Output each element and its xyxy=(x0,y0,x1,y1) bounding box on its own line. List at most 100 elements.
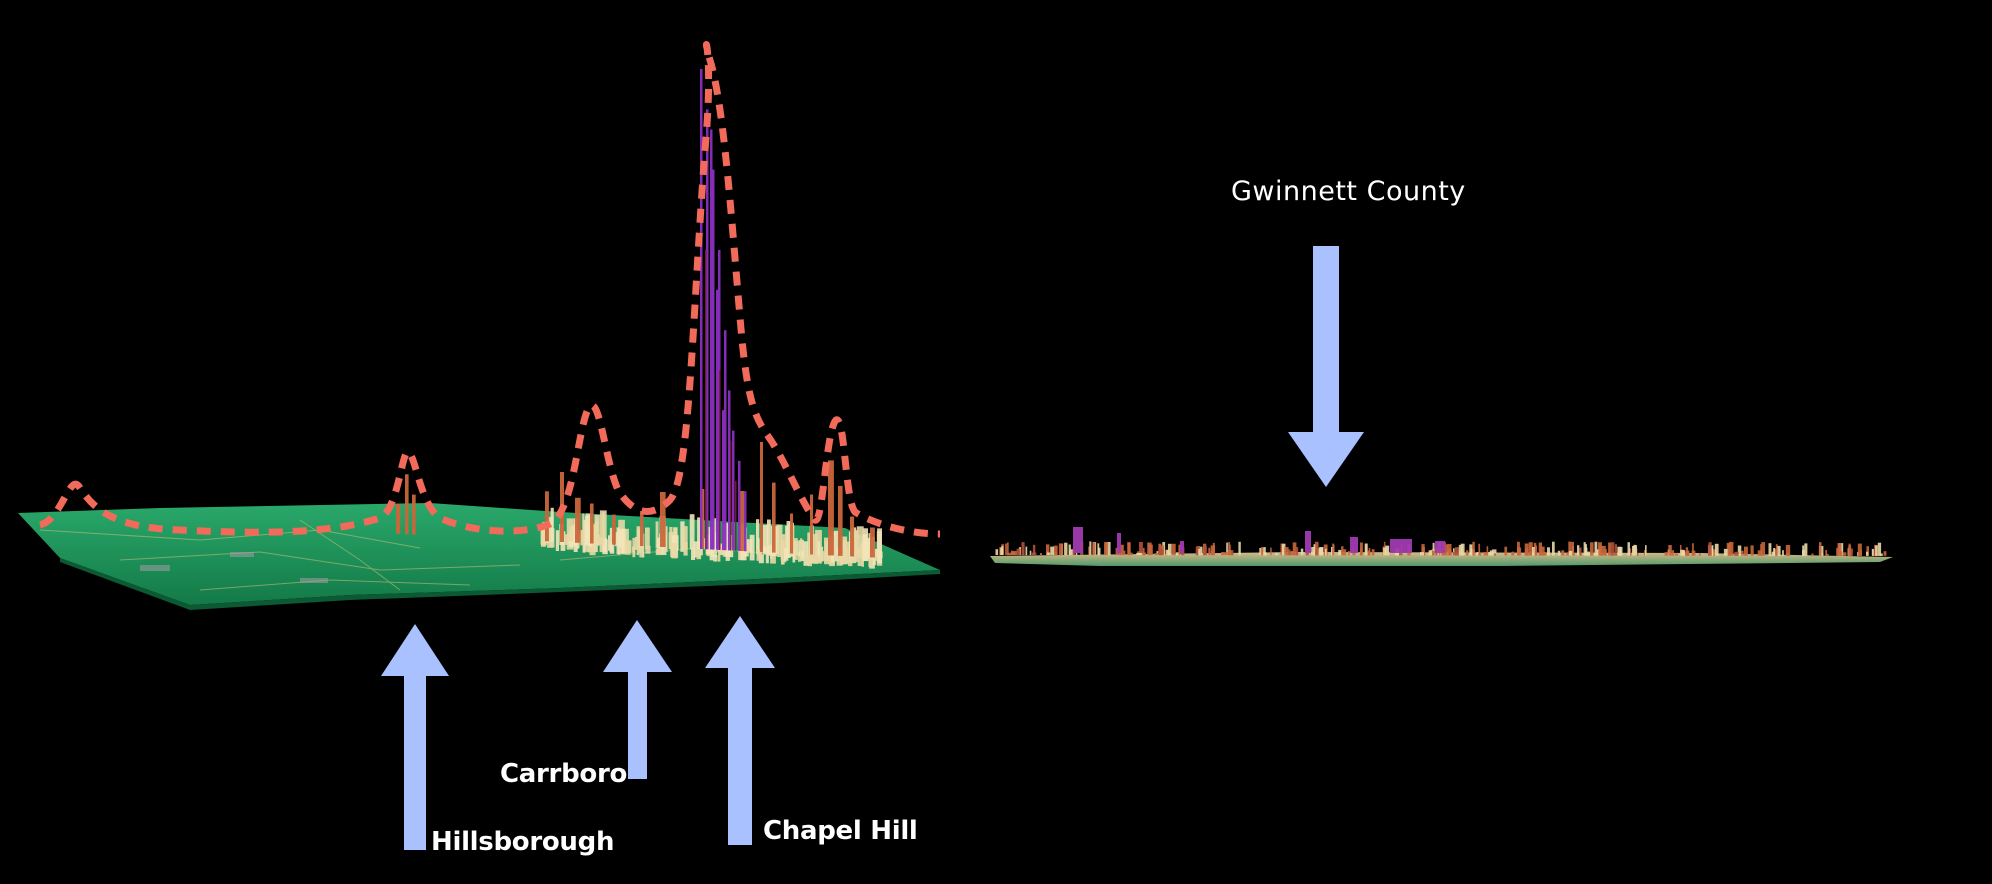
building-spike xyxy=(833,530,839,562)
arrow-up-icon xyxy=(705,616,775,845)
building-spike xyxy=(1025,546,1028,556)
building-spike xyxy=(584,515,592,546)
building-spike xyxy=(1331,547,1334,556)
building-spike xyxy=(590,503,594,544)
building-spike xyxy=(1005,543,1007,555)
building-spike xyxy=(705,249,707,550)
building-spike xyxy=(1608,542,1612,556)
building-spike xyxy=(856,526,864,558)
building-spike xyxy=(1577,545,1580,556)
building-spike xyxy=(1734,551,1739,556)
building-spike xyxy=(1837,543,1842,556)
building-spike xyxy=(1016,548,1021,555)
building-spike xyxy=(1848,543,1851,556)
building-spike xyxy=(1587,551,1591,556)
building-spike xyxy=(1338,549,1342,556)
carrboro-label: Carrboro xyxy=(500,759,628,789)
building-spike xyxy=(717,547,721,562)
building-spike xyxy=(1208,547,1211,556)
building-spike xyxy=(776,524,783,557)
building-spike xyxy=(756,519,760,555)
building-spike xyxy=(1454,547,1460,556)
building-spike xyxy=(1354,551,1356,556)
building-spike xyxy=(1142,552,1146,556)
chapel-hill-label: Chapel Hill xyxy=(763,816,918,846)
building-spike xyxy=(792,550,796,563)
building-spike xyxy=(1058,543,1064,555)
hillsborough-arrow xyxy=(381,624,449,850)
building-spike xyxy=(800,538,803,560)
building-spike xyxy=(396,503,401,534)
building-spike xyxy=(1524,543,1529,556)
building-spike xyxy=(1839,551,1842,556)
building-spike xyxy=(850,516,855,557)
building-spike xyxy=(872,551,876,566)
building-spike xyxy=(1097,543,1100,556)
building-spike xyxy=(817,541,820,557)
building-spike xyxy=(1047,552,1051,555)
building-spike xyxy=(760,442,763,552)
chapel-hill-arrow xyxy=(705,616,775,845)
building-spike xyxy=(1668,545,1672,556)
building-spike xyxy=(1139,542,1143,556)
building-spike xyxy=(1850,548,1853,556)
building-spike xyxy=(1629,548,1632,556)
building-spike xyxy=(716,289,719,550)
building-spike xyxy=(1714,543,1719,556)
building-spike xyxy=(1318,547,1324,556)
arrow-up-icon xyxy=(381,624,449,850)
building-spike xyxy=(550,507,554,542)
building-spike xyxy=(1542,552,1547,556)
arrow-up-icon xyxy=(603,620,672,779)
building-spike xyxy=(640,511,644,546)
building-spike xyxy=(710,546,717,558)
building-spike xyxy=(1811,553,1814,556)
building-spike xyxy=(1478,543,1481,556)
building-spike xyxy=(1680,549,1685,556)
building-spike xyxy=(1021,542,1025,556)
building-spike xyxy=(762,524,769,555)
building-spike xyxy=(1225,552,1229,556)
building-spike xyxy=(1432,542,1435,556)
building-spike xyxy=(1075,552,1078,556)
building-spike xyxy=(712,169,715,550)
building-spike xyxy=(1590,542,1594,556)
building-spike xyxy=(764,546,769,554)
building-spike xyxy=(1147,542,1152,556)
building-spike xyxy=(730,440,732,551)
building-spike xyxy=(713,555,718,562)
arrow-down-icon xyxy=(1288,246,1364,487)
population-spikes xyxy=(396,69,883,569)
building-spike xyxy=(1568,550,1573,556)
building-spike xyxy=(1664,552,1668,556)
building-spike xyxy=(1195,546,1199,556)
building-spike xyxy=(1050,546,1055,555)
building-spike xyxy=(1583,542,1586,556)
building-spike xyxy=(1802,550,1805,556)
building-spike xyxy=(1168,543,1172,556)
building-spike xyxy=(729,547,734,558)
building-spike xyxy=(1315,548,1320,556)
building-spike xyxy=(1420,552,1424,556)
building-spike xyxy=(645,527,650,550)
building-spike xyxy=(1088,546,1090,556)
building-spike xyxy=(735,480,737,551)
building-spike xyxy=(1532,547,1535,556)
terrain-gray-patches xyxy=(140,552,328,583)
building-spike xyxy=(1031,552,1037,555)
building-spike xyxy=(1744,546,1748,556)
building-spike xyxy=(1292,542,1297,556)
building-spike xyxy=(1492,549,1497,556)
building-spike xyxy=(625,528,629,551)
building-spike xyxy=(1453,548,1455,556)
building-spike xyxy=(1315,542,1318,556)
building-spike xyxy=(1674,553,1678,556)
building-spike xyxy=(689,514,695,550)
building-spike xyxy=(1737,545,1742,556)
building-spike xyxy=(1445,544,1449,556)
building-spike xyxy=(1127,542,1131,556)
building-spike xyxy=(1367,550,1371,556)
building-spike xyxy=(1281,543,1286,556)
building-spike xyxy=(810,556,816,564)
